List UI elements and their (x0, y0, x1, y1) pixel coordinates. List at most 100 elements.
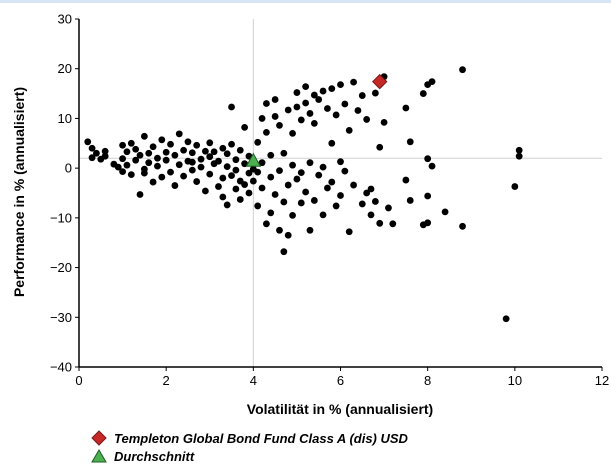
data-point (337, 158, 344, 166)
data-point (249, 177, 257, 185)
data-point (319, 87, 327, 95)
data-point (402, 176, 410, 184)
data-point (289, 129, 296, 137)
data-point (180, 146, 188, 154)
data-point (293, 175, 301, 183)
top-border (0, 0, 611, 3)
data-point (119, 168, 126, 176)
data-point (219, 174, 227, 182)
data-point (345, 228, 353, 236)
data-point (241, 123, 249, 131)
data-point (258, 159, 266, 167)
x-tick-label: 2 (163, 373, 170, 388)
data-point (241, 181, 249, 188)
legend-label-fund: Templeton Global Bond Fund Class A (dis)… (114, 430, 408, 446)
data-point (306, 226, 314, 234)
data-point (258, 184, 266, 192)
data-point (254, 138, 262, 146)
data-point (197, 163, 205, 171)
data-point (267, 209, 275, 217)
data-point (276, 226, 283, 234)
data-point (511, 183, 519, 190)
x-tick-label: 12 (595, 373, 609, 388)
data-point (284, 106, 292, 114)
data-point (502, 315, 510, 323)
data-point (101, 147, 109, 155)
data-point (332, 111, 340, 119)
data-point (193, 141, 201, 149)
data-point (371, 198, 379, 205)
data-point (376, 143, 384, 151)
legend: Templeton Global Bond Fund Class A (dis)… (90, 429, 408, 465)
data-point (328, 85, 336, 92)
data-point (263, 128, 270, 136)
data-point (402, 104, 410, 112)
data-point (223, 201, 231, 209)
y-tick-label: −30 (50, 310, 72, 325)
data-point (310, 120, 318, 127)
data-point (358, 92, 366, 99)
data-point (223, 163, 231, 171)
red-diamond-icon (91, 430, 107, 446)
data-point (228, 172, 235, 180)
data-point (367, 185, 375, 193)
x-tick-labels: 0 2 4 6 8 10 12 (75, 367, 609, 388)
data-point (206, 170, 214, 178)
data-point (345, 126, 353, 134)
data-point (280, 248, 288, 256)
data-point (101, 152, 109, 160)
data-point (419, 90, 427, 97)
data-point (324, 184, 331, 192)
data-point (341, 167, 349, 175)
data-point (271, 191, 279, 198)
data-point (302, 83, 310, 91)
data-point (428, 162, 436, 170)
data-point (263, 100, 270, 107)
data-point (206, 139, 214, 147)
data-point (93, 149, 100, 157)
data-point (188, 158, 196, 166)
data-point (114, 163, 122, 171)
data-point (145, 149, 153, 157)
data-point (123, 161, 131, 169)
data-point (310, 197, 318, 204)
data-point (515, 146, 523, 154)
data-point (171, 182, 179, 189)
data-point (149, 178, 157, 186)
data-point (350, 78, 357, 86)
x-tick-label: 8 (424, 373, 431, 388)
data-point (232, 156, 240, 164)
data-point (280, 198, 288, 206)
data-point (293, 103, 301, 111)
data-point (306, 159, 314, 167)
data-point (276, 121, 283, 129)
data-point (201, 187, 209, 195)
data-point (158, 136, 166, 144)
data-point (219, 144, 227, 152)
data-point (245, 169, 253, 177)
data-point (367, 211, 375, 219)
data-point (119, 141, 126, 149)
average-marker (245, 152, 262, 167)
data-point (228, 103, 235, 111)
data-point (162, 156, 170, 164)
data-point (228, 140, 235, 148)
data-point (363, 189, 371, 197)
legend-item-average: Durchschnitt (90, 447, 408, 465)
data-point (293, 89, 301, 96)
data-point (406, 138, 414, 146)
y-tick-label: 0 (65, 161, 72, 176)
data-point (127, 171, 135, 179)
data-point (154, 162, 161, 170)
data-point (428, 78, 436, 86)
data-point (140, 169, 148, 177)
data-point (302, 99, 310, 107)
y-tick-labels: 30 20 10 0 −10 −20 −30 −40 (50, 12, 79, 375)
data-point (424, 155, 432, 163)
data-point (180, 172, 188, 180)
data-point (123, 148, 131, 156)
data-point (354, 107, 362, 114)
data-point (162, 148, 170, 156)
data-point (136, 191, 144, 198)
data-point (297, 169, 305, 177)
